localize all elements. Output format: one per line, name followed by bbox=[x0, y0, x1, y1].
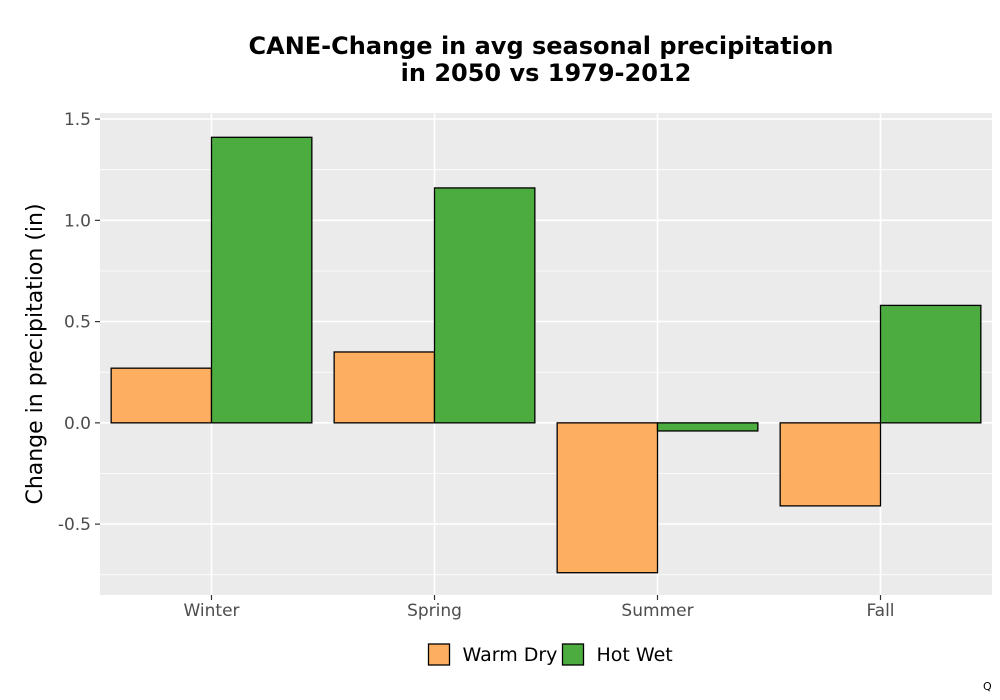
legend-key-warm-dry bbox=[427, 643, 451, 666]
x-tick-label: Spring bbox=[407, 601, 462, 621]
bar-warm-dry-fall bbox=[779, 422, 882, 507]
chart-title: CANE-Change in avg seasonal precipitatio… bbox=[249, 32, 834, 60]
legend: Warm Dry Hot Wet bbox=[427, 643, 673, 666]
bar-hot-wet-spring bbox=[433, 187, 536, 424]
x-tick-label: Fall bbox=[866, 601, 894, 621]
y-tick-label: -0.5 bbox=[58, 515, 91, 535]
y-axis-title: Change in precipitation (in) bbox=[23, 203, 48, 504]
legend-label-hot-wet: Hot Wet bbox=[597, 644, 673, 666]
x-axis: Winter Spring Summer Fall bbox=[183, 595, 895, 621]
bar-hot-wet-winter bbox=[210, 136, 313, 424]
legend-label-warm-dry: Warm Dry bbox=[463, 644, 558, 666]
x-tick-label: Winter bbox=[183, 601, 239, 621]
bar-warm-dry-summer bbox=[556, 422, 659, 574]
corner-mark: Q bbox=[983, 680, 992, 693]
bar-hot-wet-summer bbox=[656, 422, 759, 432]
bar-hot-wet-fall bbox=[879, 304, 982, 424]
bar-warm-dry-spring bbox=[333, 351, 436, 424]
chart-subtitle: in 2050 vs 1979-2012 bbox=[401, 59, 692, 87]
y-tick-label: 0.5 bbox=[64, 313, 91, 333]
bar-warm-dry-winter bbox=[110, 367, 213, 424]
y-tick-label: 1.5 bbox=[64, 110, 91, 130]
y-tick-label: 0.0 bbox=[64, 414, 91, 434]
bars bbox=[110, 136, 982, 574]
y-tick-label: 1.0 bbox=[64, 211, 91, 231]
legend-key-hot-wet bbox=[561, 643, 585, 666]
y-axis: -0.5 0.0 0.5 1.0 1.5 bbox=[58, 110, 100, 535]
x-tick-label: Summer bbox=[621, 601, 693, 621]
